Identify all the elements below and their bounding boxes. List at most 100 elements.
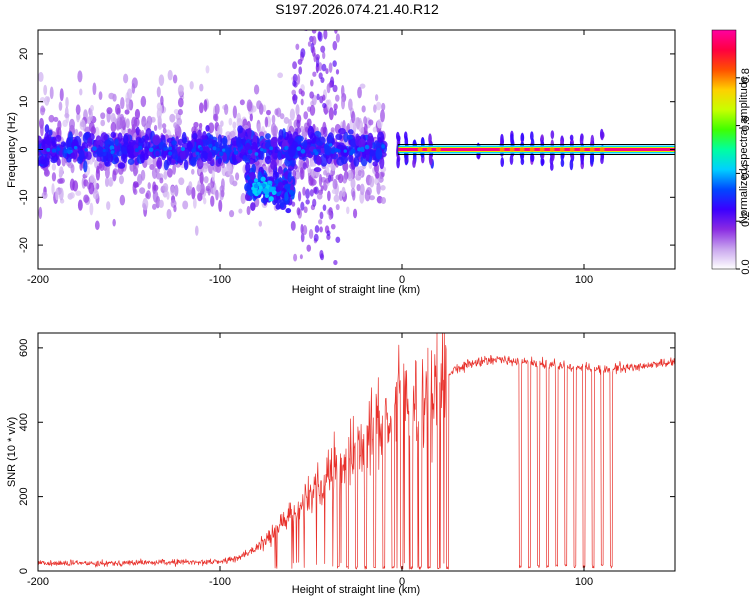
spectrogram-scatter-mark	[325, 99, 330, 106]
spectrogram-scatter-mark	[156, 102, 162, 111]
spectrogram-scatter-mark	[51, 172, 57, 182]
spectrogram-scatter-mark	[94, 220, 100, 231]
spectrogram-scatter-mark	[188, 181, 193, 191]
spectrogram-scatter-mark	[162, 127, 167, 134]
spectrogram-xtick-label: 0	[399, 274, 405, 286]
spectrogram-dip-mark	[247, 189, 255, 196]
spectrogram-band-peak	[212, 146, 217, 151]
spectrogram-scatter-mark	[48, 114, 55, 123]
spectrogram-scatter-mark	[90, 126, 97, 135]
spectrogram-band-mark	[138, 137, 145, 144]
spectrogram-dip-mark	[244, 182, 251, 192]
spectrogram-scatter-mark	[351, 111, 356, 124]
spectrogram-scatter-mark	[246, 205, 251, 216]
spectrogram-scatter-mark	[347, 169, 354, 182]
spectrogram-scatter-mark	[289, 108, 295, 121]
spectrogram-scatter-mark	[357, 169, 362, 177]
spectrogram-scatter-mark	[83, 194, 90, 203]
spectrogram-dip-peak	[257, 189, 262, 194]
spectrogram-scatter-mark	[159, 177, 164, 184]
spectrogram-dip-mark	[288, 189, 294, 195]
spectrogram-scatter-mark	[326, 230, 331, 236]
spectrogram-band-mark	[319, 153, 328, 167]
spectrogram-dip-mark	[272, 170, 278, 180]
spectrogram-scatter-mark	[291, 201, 296, 207]
spectrogram-band-mark	[316, 155, 322, 166]
spectrogram-scatter-mark	[258, 220, 262, 227]
spectrogram-scatter-mark	[124, 109, 130, 115]
spectrogram-scatter-mark	[296, 74, 301, 85]
spectrogram-burst-mark	[520, 157, 525, 166]
spectrogram-band-mark	[95, 135, 102, 146]
spectrogram-scatter-mark	[153, 124, 158, 132]
spectrogram-dip-mark	[284, 191, 289, 201]
spectrogram-band-mark	[160, 134, 166, 141]
spectrogram-band-peak	[46, 147, 51, 152]
spectrogram-band-mark	[156, 157, 163, 170]
spectrogram-dip-peak	[268, 196, 274, 202]
spectrogram-scatter-mark	[323, 170, 328, 176]
spectrogram-scatter-mark	[140, 169, 146, 181]
spectrogram-scatter-mark	[332, 40, 338, 51]
spectrogram-band-peak	[51, 148, 57, 153]
spectrogram-band-mark	[288, 145, 296, 158]
spectrogram-scatter-mark	[341, 97, 346, 110]
spectrogram-band-peak	[218, 151, 224, 157]
spectrogram-scatter-mark	[316, 93, 320, 101]
spectrogram-scatter-mark	[65, 96, 69, 109]
colorbar-label: Normalized spectral amplitude	[738, 76, 750, 224]
snr-axes: -200 -100 0 100 0 200 400 600	[18, 333, 675, 588]
spectrogram-scatter-mark	[346, 206, 350, 215]
spectrogram-band-peak	[109, 145, 115, 151]
spectrogram-scatter-mark	[342, 174, 348, 184]
spectrogram-band-peak	[67, 149, 72, 155]
spectrogram-scatter-mark	[44, 166, 49, 176]
spectrogram-scatter-mark	[176, 117, 183, 126]
spectrogram-scatter-mark	[305, 188, 310, 200]
spectrogram-scatter-mark	[220, 178, 225, 191]
spectrogram-scatter-mark	[133, 181, 139, 188]
spectrogram-scatter-mark	[311, 46, 316, 58]
spectrogram-scatter-mark	[318, 219, 323, 225]
spectrogram-scatter-mark	[174, 184, 179, 197]
spectrogram-ytick-label: 10	[18, 96, 30, 108]
spectrogram-scatter-mark	[197, 192, 203, 202]
spectrogram-scatter-mark	[249, 113, 253, 122]
snr-xtick-label: 100	[575, 576, 593, 588]
spectrogram-burst-mark	[599, 128, 604, 140]
spectrogram-scatter-mark	[41, 191, 48, 200]
spectrogram-scatter-mark	[331, 188, 338, 195]
spectrogram-scatter-mark	[306, 118, 312, 127]
spectrogram-scatter-mark	[153, 184, 159, 192]
spectrogram-burst-mark	[509, 154, 514, 165]
spectrogram-scatter-mark	[332, 84, 338, 93]
spectrogram-band-mark	[114, 156, 120, 164]
spectrogram-scatter-mark	[158, 199, 164, 209]
spectrogram-dip-mark	[287, 172, 292, 183]
spectrogram-band-peak	[350, 148, 356, 154]
spectrogram-band-mark	[183, 159, 189, 171]
spectrogram-scatter-mark	[299, 254, 303, 260]
spectrogram-scatter-mark	[58, 177, 65, 184]
spectrogram-scatter-mark	[358, 120, 364, 133]
spectrogram-xtick-label: -200	[27, 274, 49, 286]
spectrogram-band-mark	[79, 149, 85, 161]
spectrogram-dip-peak	[268, 186, 274, 192]
spectrogram-band-mark	[190, 156, 197, 167]
spectrogram-band-peak	[56, 147, 61, 151]
spectrogram-scatter-mark	[297, 191, 302, 202]
spectrogram-scatter-mark	[172, 163, 177, 175]
spectrogram-scatter-mark	[173, 122, 178, 129]
snr-ytick-label: 400	[18, 413, 30, 431]
spectrogram-band-peak	[168, 151, 173, 156]
spectrogram-dip-mark	[279, 198, 285, 209]
spectrogram-scatter-mark	[380, 184, 386, 191]
spectrogram-scatter-mark	[320, 185, 324, 192]
colorbar-tick-label: 0.8	[740, 68, 750, 83]
spectrogram-carrier-core	[398, 148, 675, 151]
spectrogram-scatter-mark	[302, 225, 308, 236]
spectrogram-scatter-mark	[319, 211, 324, 220]
spectrogram-scatter-mark	[375, 171, 380, 179]
spectrogram-scatter-mark	[262, 104, 267, 112]
spectrogram-dip-peak	[272, 191, 276, 196]
